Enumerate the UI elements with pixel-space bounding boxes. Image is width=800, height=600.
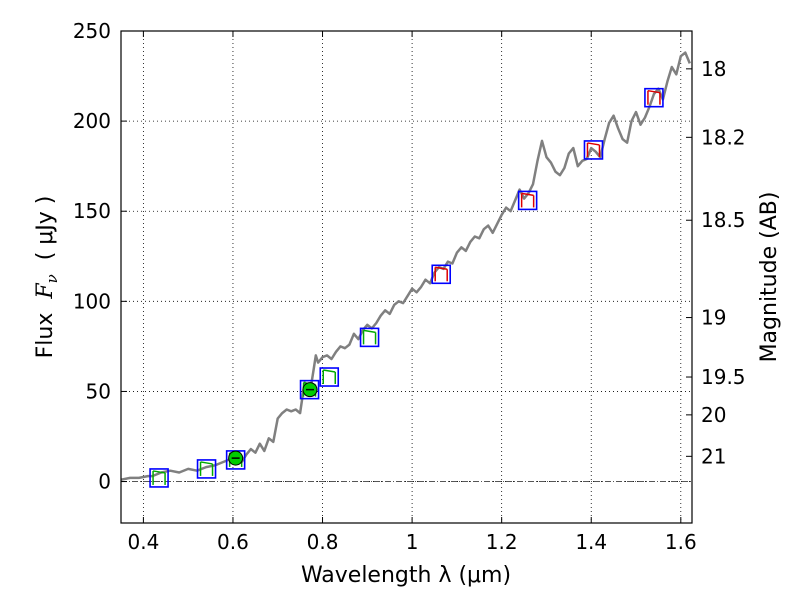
y-tick-label: 200 xyxy=(73,109,111,133)
x-tick-label: 1.2 xyxy=(486,530,518,554)
filter-bar-top xyxy=(363,329,376,334)
filter-bar-top xyxy=(323,369,336,373)
y-tick-label: 150 xyxy=(73,199,111,223)
measured-point xyxy=(228,450,244,466)
photometry-point xyxy=(517,190,538,211)
x-tick-label: 0.8 xyxy=(307,530,339,554)
photometry-point xyxy=(359,327,380,348)
magnitude-tick-label: 18 xyxy=(701,57,726,81)
photometry-point xyxy=(319,367,340,387)
photometry-point xyxy=(149,468,169,488)
model-flux-box xyxy=(517,190,538,211)
x-tick-label: 0.4 xyxy=(127,530,159,554)
model-flux-box xyxy=(196,459,217,479)
measured-point xyxy=(302,382,318,398)
photometry-point xyxy=(644,87,664,108)
spectrum-line xyxy=(120,51,691,481)
magnitude-tick-label: 21 xyxy=(701,444,726,468)
y-axis-label-prefix: Flux xyxy=(33,299,58,359)
right-axis-label: Magnitude (AB) xyxy=(757,192,782,363)
x-tick-label: 1.4 xyxy=(575,530,607,554)
model-flux-box xyxy=(431,264,452,285)
filter-bar-top xyxy=(435,266,448,271)
filter-bar-top xyxy=(587,142,600,146)
y-tick-label: 0 xyxy=(98,470,111,494)
photometry-point xyxy=(583,140,604,160)
x-tick-label: 1 xyxy=(406,530,419,554)
filter-bar-top xyxy=(647,89,661,94)
model-flux-box xyxy=(359,327,380,348)
filter-bar-top xyxy=(152,470,166,474)
y-axis-label-subscript: ν xyxy=(43,274,61,283)
model-flux-box xyxy=(319,367,340,387)
y-axis-label-symbol: F xyxy=(33,283,58,300)
y-axis-label: Flux Fν ( μJy ) xyxy=(33,196,61,359)
x-tick-label: 0.6 xyxy=(217,530,249,554)
y-tick-label: 100 xyxy=(73,289,111,313)
y-tick-label: 50 xyxy=(86,379,111,403)
y-tick-label: 250 xyxy=(73,19,111,43)
magnitude-tick-label: 18.2 xyxy=(701,125,746,149)
magnitude-tick-label: 19 xyxy=(701,306,726,330)
magnitude-tick-label: 18.5 xyxy=(701,208,746,232)
plot-frame xyxy=(120,30,693,524)
x-tick-label: 1.6 xyxy=(665,530,697,554)
photometry-point xyxy=(431,264,452,285)
model-flux-box xyxy=(583,140,604,160)
filter-bar-top xyxy=(200,461,213,465)
model-flux-box xyxy=(644,87,664,108)
magnitude-tick-label: 20 xyxy=(701,403,726,427)
x-axis-label: Wavelength λ (μm) xyxy=(301,563,511,588)
magnitude-tick-label: 19.5 xyxy=(701,365,746,389)
model-flux-box xyxy=(149,468,169,488)
filter-bar-top xyxy=(521,192,534,197)
y-axis-label-suffix: ( μJy ) xyxy=(33,196,58,275)
photometry-point xyxy=(196,459,217,479)
model-flux-box xyxy=(299,379,320,400)
